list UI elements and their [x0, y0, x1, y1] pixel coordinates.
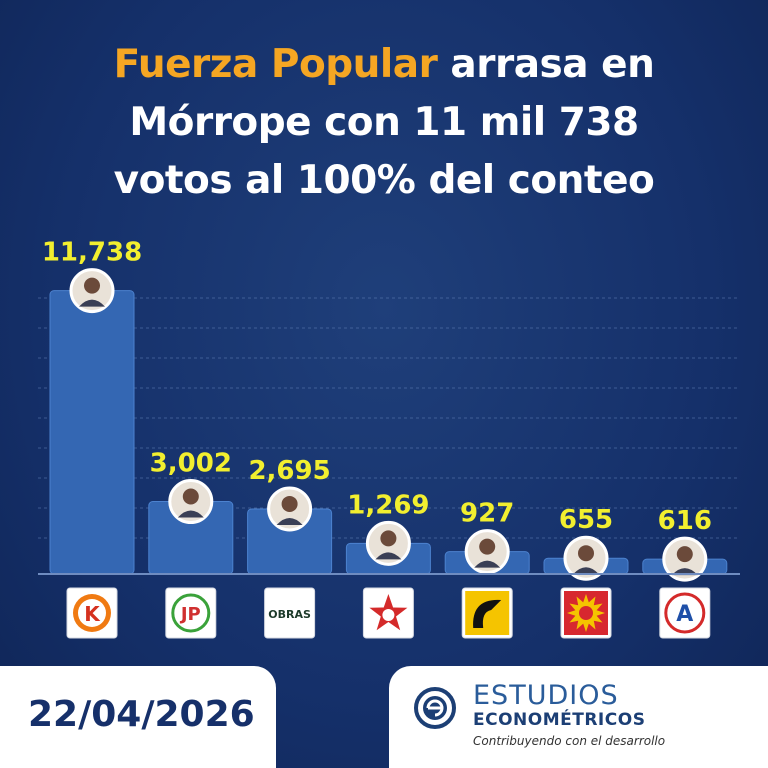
candidate-photo: [168, 479, 214, 525]
party-logo: JP: [165, 587, 217, 639]
title-line-1-rest: arrasa en: [437, 42, 655, 87]
brand-name-line-2: ECONOMÉTRICOS: [473, 710, 646, 730]
candidate-photo: [563, 535, 609, 581]
value-label: 927: [460, 499, 514, 529]
party-logo: [461, 587, 513, 639]
title-line-3: votos al 100% del conteo: [113, 158, 655, 203]
candidate-photo: [464, 529, 510, 575]
candidate-photo: [267, 486, 313, 532]
party-logo: OBRAS: [264, 587, 316, 639]
brand-name-line-1: ESTUDIOS: [473, 680, 619, 711]
svg-text:K: K: [84, 602, 101, 626]
brand-tagline: Contribuyendo con el desarrollo: [473, 734, 666, 748]
svg-text:JP: JP: [179, 604, 201, 625]
date: 22/04/2026: [28, 694, 255, 735]
candidate-photos: [69, 268, 708, 582]
value-label: 616: [658, 506, 712, 536]
value-label: 3,002: [150, 449, 232, 479]
party-logo: [362, 587, 414, 639]
candidate-photo: [662, 536, 708, 582]
party-logo: [560, 587, 612, 639]
chart-title: Fuerza Popular arrasa en Mórrope con 11 …: [0, 36, 768, 210]
value-label: 1,269: [347, 490, 429, 520]
party-logo: K: [66, 587, 118, 639]
date-panel: 22/04/2026: [0, 666, 276, 768]
title-highlight: Fuerza Popular: [113, 42, 438, 87]
value-label: 11,738: [42, 238, 142, 268]
party-logo: A: [659, 587, 711, 639]
value-label: 655: [559, 505, 613, 535]
svg-text:OBRAS: OBRAS: [268, 608, 311, 621]
candidate-photo: [69, 268, 115, 314]
value-labels: 11,738 3,002 2,695 1,269 927 655 616: [42, 238, 712, 536]
brand-panel: ESTUDIOS ECONOMÉTRICOS Contribuyendo con…: [389, 666, 768, 768]
candidate-photo: [365, 520, 411, 566]
bar: [49, 290, 135, 575]
value-label: 2,695: [248, 456, 330, 486]
party-logos: K JP OBRAS A: [66, 587, 711, 639]
title-line-2: Mórrope con 11 mil 738: [129, 100, 639, 145]
svg-text:A: A: [676, 602, 693, 627]
title-line-1: Fuerza Popular arrasa en: [0, 36, 768, 94]
bar-chart: 11,738 3,002 2,695 1,269 927 655 616 K JP OBRAS A: [38, 238, 740, 639]
brand-e-icon: [414, 687, 456, 729]
